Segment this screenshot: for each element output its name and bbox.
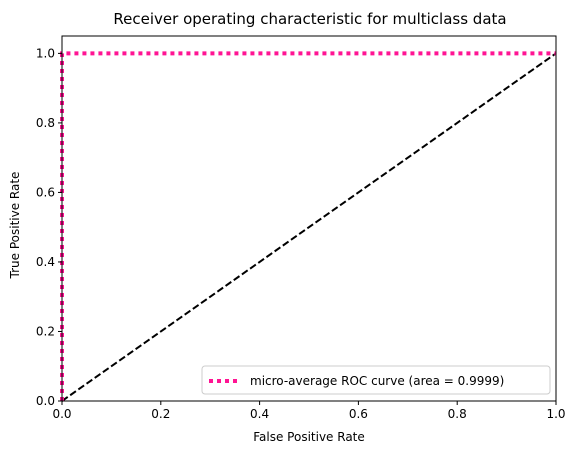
x-tick-label: 1.0 [546, 407, 565, 421]
x-tick-label: 0.6 [349, 407, 368, 421]
legend: micro-average ROC curve (area = 0.9999) [201, 365, 551, 395]
y-tick-label: 1.0 [36, 46, 55, 60]
ticks-layer: 0.0 0.2 0.4 0.6 0.8 1.0 0.0 0.2 0.4 0.6 0.8 1.0 [36, 46, 566, 421]
x-tick-label: 0.8 [448, 407, 467, 421]
legend-label-micro-average: micro-average ROC curve (area = 0.9999) [250, 374, 504, 388]
x-tick-label: 0.0 [52, 407, 71, 421]
x-tick-label: 0.4 [250, 407, 269, 421]
y-tick-label: 0.8 [36, 116, 55, 130]
chance-diagonal-line [61, 52, 557, 402]
y-tick-label: 0.0 [36, 394, 55, 408]
plot-frame [61, 35, 557, 402]
y-axis-label: True Positive Rate [8, 172, 22, 280]
y-tick-label: 0.2 [36, 324, 55, 338]
chart-title: Receiver operating characteristic for mu… [113, 10, 506, 28]
y-tick-label: 0.4 [36, 255, 55, 269]
x-axis-label: False Positive Rate [253, 430, 365, 444]
legend-box [201, 365, 551, 395]
y-tick-label: 0.6 [36, 185, 55, 199]
x-tick-label: 0.2 [151, 407, 170, 421]
